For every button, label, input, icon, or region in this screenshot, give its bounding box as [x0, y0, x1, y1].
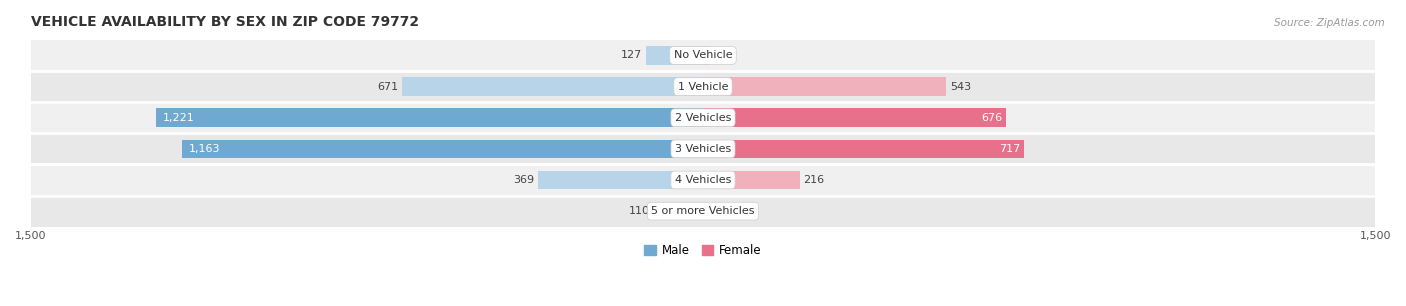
Text: 717: 717 [1000, 144, 1021, 154]
Text: 7: 7 [710, 206, 717, 216]
Bar [31, 71, 1375, 102]
Text: 216: 216 [803, 175, 824, 185]
Text: 5 or more Vehicles: 5 or more Vehicles [651, 206, 755, 216]
Bar [31, 164, 1375, 196]
Bar [31, 40, 1375, 71]
Bar [647, 46, 703, 65]
Text: 3 Vehicles: 3 Vehicles [675, 144, 731, 154]
Text: 1 Vehicle: 1 Vehicle [678, 82, 728, 91]
Text: 671: 671 [378, 82, 399, 91]
Bar [31, 102, 1375, 133]
Bar [537, 171, 703, 189]
Bar [181, 140, 703, 158]
Text: 1,221: 1,221 [163, 113, 194, 123]
Text: 1,163: 1,163 [188, 144, 219, 154]
Bar [703, 140, 1025, 158]
Bar [654, 202, 703, 221]
Text: 110: 110 [628, 206, 650, 216]
Text: Source: ZipAtlas.com: Source: ZipAtlas.com [1274, 18, 1385, 28]
Bar [31, 133, 1375, 164]
Text: 2 Vehicles: 2 Vehicles [675, 113, 731, 123]
Bar [402, 77, 703, 96]
Bar [703, 77, 946, 96]
Text: 127: 127 [621, 50, 643, 61]
Text: 369: 369 [513, 175, 534, 185]
Text: VEHICLE AVAILABILITY BY SEX IN ZIP CODE 79772: VEHICLE AVAILABILITY BY SEX IN ZIP CODE … [31, 15, 419, 29]
Bar [703, 108, 1005, 127]
Legend: Male, Female: Male, Female [640, 240, 766, 262]
Bar [31, 196, 1375, 227]
Bar [703, 202, 706, 221]
Bar [156, 108, 703, 127]
Text: No Vehicle: No Vehicle [673, 50, 733, 61]
Text: 676: 676 [981, 113, 1002, 123]
Text: 543: 543 [950, 82, 972, 91]
Bar [703, 171, 800, 189]
Text: 4 Vehicles: 4 Vehicles [675, 175, 731, 185]
Bar [703, 46, 710, 65]
Text: 15: 15 [713, 50, 727, 61]
